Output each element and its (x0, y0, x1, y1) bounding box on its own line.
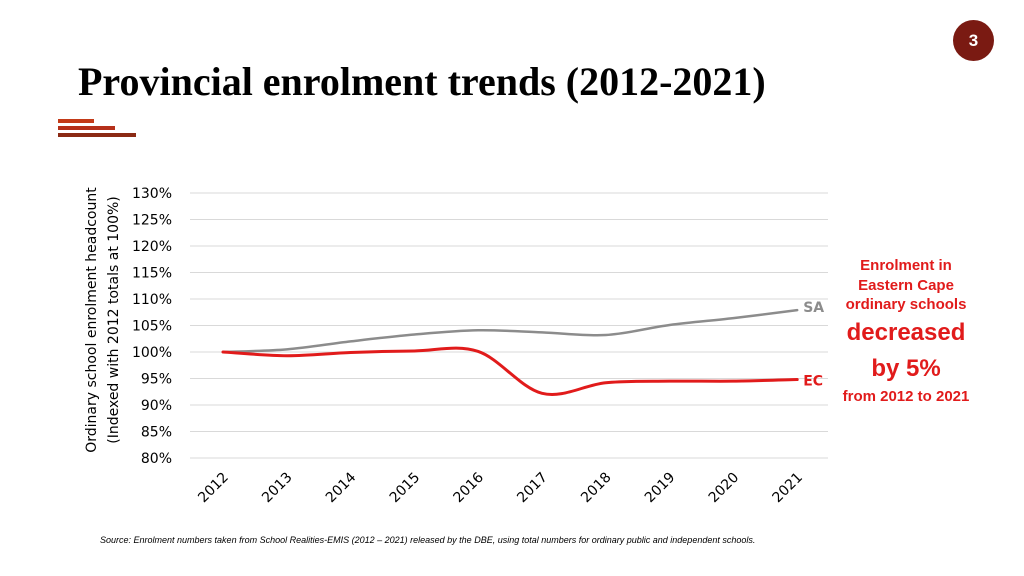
y-tick-label: 85% (141, 425, 172, 441)
y-tick-label: 115% (132, 266, 172, 282)
x-tick-label: 2016 (451, 469, 488, 506)
decrease-callout: Enrolment in Eastern Cape ordinary schoo… (822, 256, 990, 406)
y-tick-labels: 80% 85% 90% 95% 100% 105% 110% 115% 120% 125% 130% (132, 186, 172, 467)
y-axis-label-line1: Ordinary school enrolment headcount (84, 187, 100, 453)
y-tick-label: 90% (141, 398, 172, 414)
y-tick-label: 95% (141, 372, 172, 388)
y-tick-label: 105% (132, 319, 172, 335)
series-line-sa (221, 308, 799, 354)
series-label-ec: EC (803, 374, 823, 390)
x-tick-label: 2017 (514, 470, 551, 507)
x-tick-label: 2019 (642, 470, 679, 507)
page-title: Provincial enrolment trends (2012-2021) (78, 59, 766, 104)
y-tick-label: 100% (132, 345, 172, 361)
y-tick-label: 80% (141, 451, 172, 467)
y-tick-label: 125% (132, 213, 172, 229)
series-labels: SA EC (803, 300, 824, 389)
series-label-sa: SA (803, 300, 824, 316)
y-tick-label: 120% (132, 239, 172, 255)
title-accent-bars (58, 119, 136, 140)
callout-emphasis1: decreased (846, 318, 966, 346)
y-tick-label: 130% (132, 186, 172, 202)
source-note: Source: Enrolment numbers taken from Sch… (100, 535, 756, 545)
accent-bar-2 (58, 126, 115, 130)
x-tick-labels: 2012 2013 2014 2015 2016 2017 2018 2019 2020 2021 (195, 469, 806, 506)
series-lines (221, 308, 799, 396)
x-tick-label: 2020 (706, 470, 743, 507)
x-tick-label: 2012 (195, 470, 232, 507)
gridlines (190, 192, 828, 459)
y-tick-label: 110% (132, 292, 172, 308)
x-tick-label: 2014 (323, 469, 360, 506)
x-tick-label: 2015 (387, 470, 424, 507)
accent-bar-1 (58, 119, 94, 123)
x-tick-label: 2013 (259, 470, 296, 507)
x-tick-label: 2021 (770, 470, 807, 507)
callout-line1: Enrolment in (860, 257, 952, 274)
y-axis-label-line2: (Indexed with 2012 totals at 100%) (106, 196, 122, 444)
page-number-badge: 3 (953, 20, 994, 61)
x-tick-label: 2018 (578, 470, 615, 507)
callout-line2: Eastern Cape (858, 276, 954, 294)
callout-line3: ordinary schools (845, 296, 967, 313)
callout-tail: from 2012 to 2021 (842, 387, 970, 405)
callout-emphasis2: by 5% (871, 354, 941, 382)
accent-bar-3 (58, 133, 136, 137)
series-line-ec (221, 346, 799, 396)
